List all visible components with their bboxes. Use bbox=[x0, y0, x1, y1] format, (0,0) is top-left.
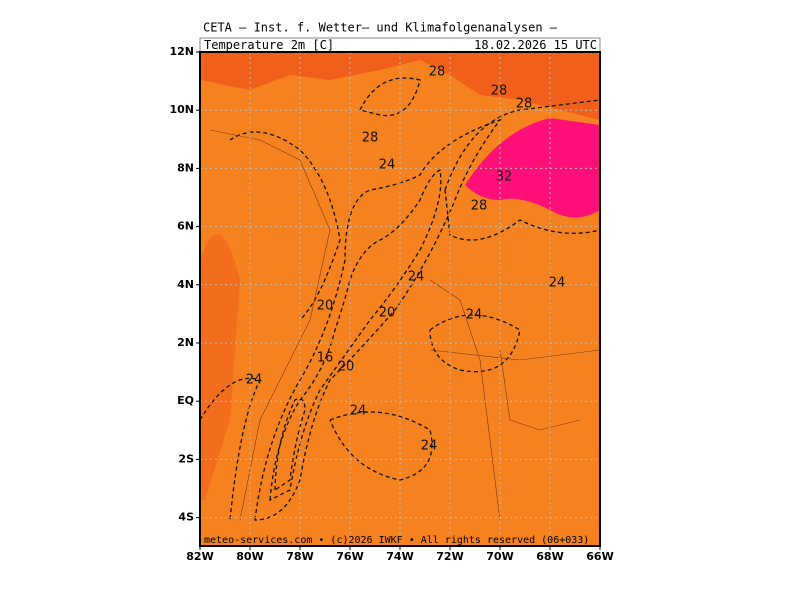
cool-ridge bbox=[254, 118, 502, 521]
lat-label: 8N bbox=[177, 161, 194, 174]
lat-label: 2N bbox=[177, 336, 194, 349]
lon-label: 72W bbox=[436, 550, 463, 563]
title: CETA — Inst. f. Wetter— und Klimafolgena… bbox=[203, 21, 558, 35]
lon-label: 82W bbox=[186, 550, 213, 563]
footer-bg bbox=[202, 534, 572, 545]
lon-label: 68W bbox=[536, 550, 563, 563]
contour-label: 24 bbox=[421, 439, 438, 454]
contour-label: 16 bbox=[317, 351, 334, 366]
grid bbox=[200, 52, 600, 546]
lat-label: 10N bbox=[169, 103, 194, 116]
variable: Temperature_2m [C] bbox=[204, 38, 334, 52]
contour-label: 28 bbox=[429, 65, 446, 80]
lon-label: 78W bbox=[286, 550, 313, 563]
cooler-ridge bbox=[269, 169, 442, 502]
lon-label: 74W bbox=[386, 550, 413, 563]
coolest-area bbox=[274, 398, 306, 492]
map-field bbox=[200, 52, 600, 546]
contour-label: 24 bbox=[466, 308, 483, 323]
lat-label: 2S bbox=[178, 452, 194, 465]
contour-label: 28 bbox=[362, 131, 379, 146]
contour-label: 20 bbox=[379, 306, 396, 321]
contour-label: 24 bbox=[379, 158, 396, 173]
hottest-area bbox=[465, 118, 600, 218]
contour-label: 28 bbox=[491, 84, 508, 99]
lat-label: 4S bbox=[178, 511, 194, 524]
contour-label: 24 bbox=[408, 270, 425, 285]
lat-label: 12N bbox=[169, 45, 194, 58]
ocean-area bbox=[200, 234, 240, 500]
contour-label: 20 bbox=[317, 299, 334, 314]
hot-area bbox=[359, 77, 600, 241]
contour-label: 28 bbox=[471, 199, 488, 214]
lat-label: 4N bbox=[177, 278, 194, 291]
contour-label: 24 bbox=[246, 373, 263, 388]
contour-label: 20 bbox=[338, 360, 355, 375]
lon-label: 76W bbox=[336, 550, 363, 563]
contour-label: 24 bbox=[549, 276, 566, 291]
contour-label: 28 bbox=[516, 97, 533, 112]
lon-label: 66W bbox=[586, 550, 613, 563]
lat-label: EQ bbox=[177, 394, 194, 407]
footer: meteo-services.com • (c)2026 IWKF • All … bbox=[204, 535, 589, 546]
borders bbox=[209, 129, 600, 521]
datetime: 18.02.2026 15 UTC bbox=[474, 38, 597, 52]
lat-label: 6N bbox=[177, 220, 194, 233]
contour-label: 24 bbox=[350, 404, 367, 419]
contour-label: 32 bbox=[496, 170, 513, 185]
lon-label: 80W bbox=[236, 550, 263, 563]
lon-label: 70W bbox=[486, 550, 513, 563]
